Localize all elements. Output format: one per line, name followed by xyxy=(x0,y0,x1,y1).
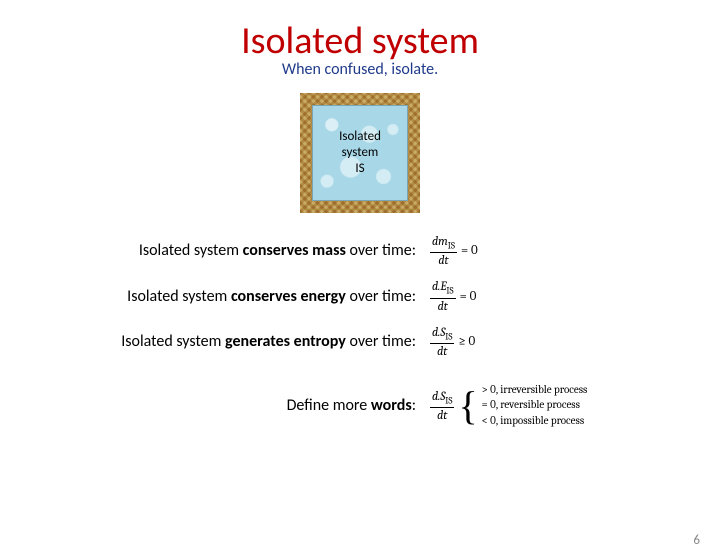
brace-icon: { xyxy=(458,390,477,422)
define-pre: Define more xyxy=(287,396,371,415)
diagram-line3: IS xyxy=(355,161,364,176)
slide-title: Isolated system xyxy=(0,18,720,64)
row-mass-pre: Isolated system xyxy=(139,241,243,260)
diagram-line2: system xyxy=(342,145,379,160)
define-eq: d.SIS dt { > 0, irreversible process = 0… xyxy=(430,383,587,428)
row-energy-bold: conserves energy xyxy=(231,287,346,306)
row-energy-eq: d.EIS dt = 0 xyxy=(430,280,476,311)
row-entropy-post: over time: xyxy=(346,332,416,351)
case-reversible: = 0, reversible process xyxy=(482,398,588,412)
define-text: Define more words: xyxy=(0,396,430,415)
row-mass-post: over time: xyxy=(346,241,416,260)
statement-rows: Isolated system conserves mass over time… xyxy=(0,235,720,357)
diagram-line1: Isolated xyxy=(339,129,381,144)
row-energy-pre: Isolated system xyxy=(127,287,231,306)
row-mass: Isolated system conserves mass over time… xyxy=(0,235,720,266)
row-entropy-eq: d.SIS dt ≥ 0 xyxy=(430,326,475,357)
diagram-box: Isolated system IS xyxy=(312,105,408,201)
row-mass-bold: conserves mass xyxy=(243,241,346,260)
define-post: : xyxy=(412,396,416,415)
case-impossible: < 0, impossible process xyxy=(482,414,588,428)
row-energy-text: Isolated system conserves energy over ti… xyxy=(0,287,430,306)
page-number: 6 xyxy=(693,533,700,548)
diagram-container: Isolated system IS xyxy=(0,93,720,213)
cases: > 0, irreversible process = 0, reversibl… xyxy=(482,383,588,428)
diagram-border: Isolated system IS xyxy=(300,93,420,213)
row-energy-post: over time: xyxy=(346,287,416,306)
row-entropy-text: Isolated system generates entropy over t… xyxy=(0,332,430,351)
row-entropy: Isolated system generates entropy over t… xyxy=(0,326,720,357)
define-row: Define more words: d.SIS dt { > 0, irrev… xyxy=(0,383,720,428)
define-bold: words xyxy=(371,396,412,415)
row-mass-eq: dmIS dt = 0 xyxy=(430,235,478,266)
row-mass-text: Isolated system conserves mass over time… xyxy=(0,241,430,260)
case-irreversible: > 0, irreversible process xyxy=(482,383,588,397)
row-energy: Isolated system conserves energy over ti… xyxy=(0,280,720,311)
slide-subtitle: When confused, isolate. xyxy=(0,60,720,79)
row-entropy-bold: generates entropy xyxy=(225,332,346,351)
row-entropy-pre: Isolated system xyxy=(121,332,225,351)
